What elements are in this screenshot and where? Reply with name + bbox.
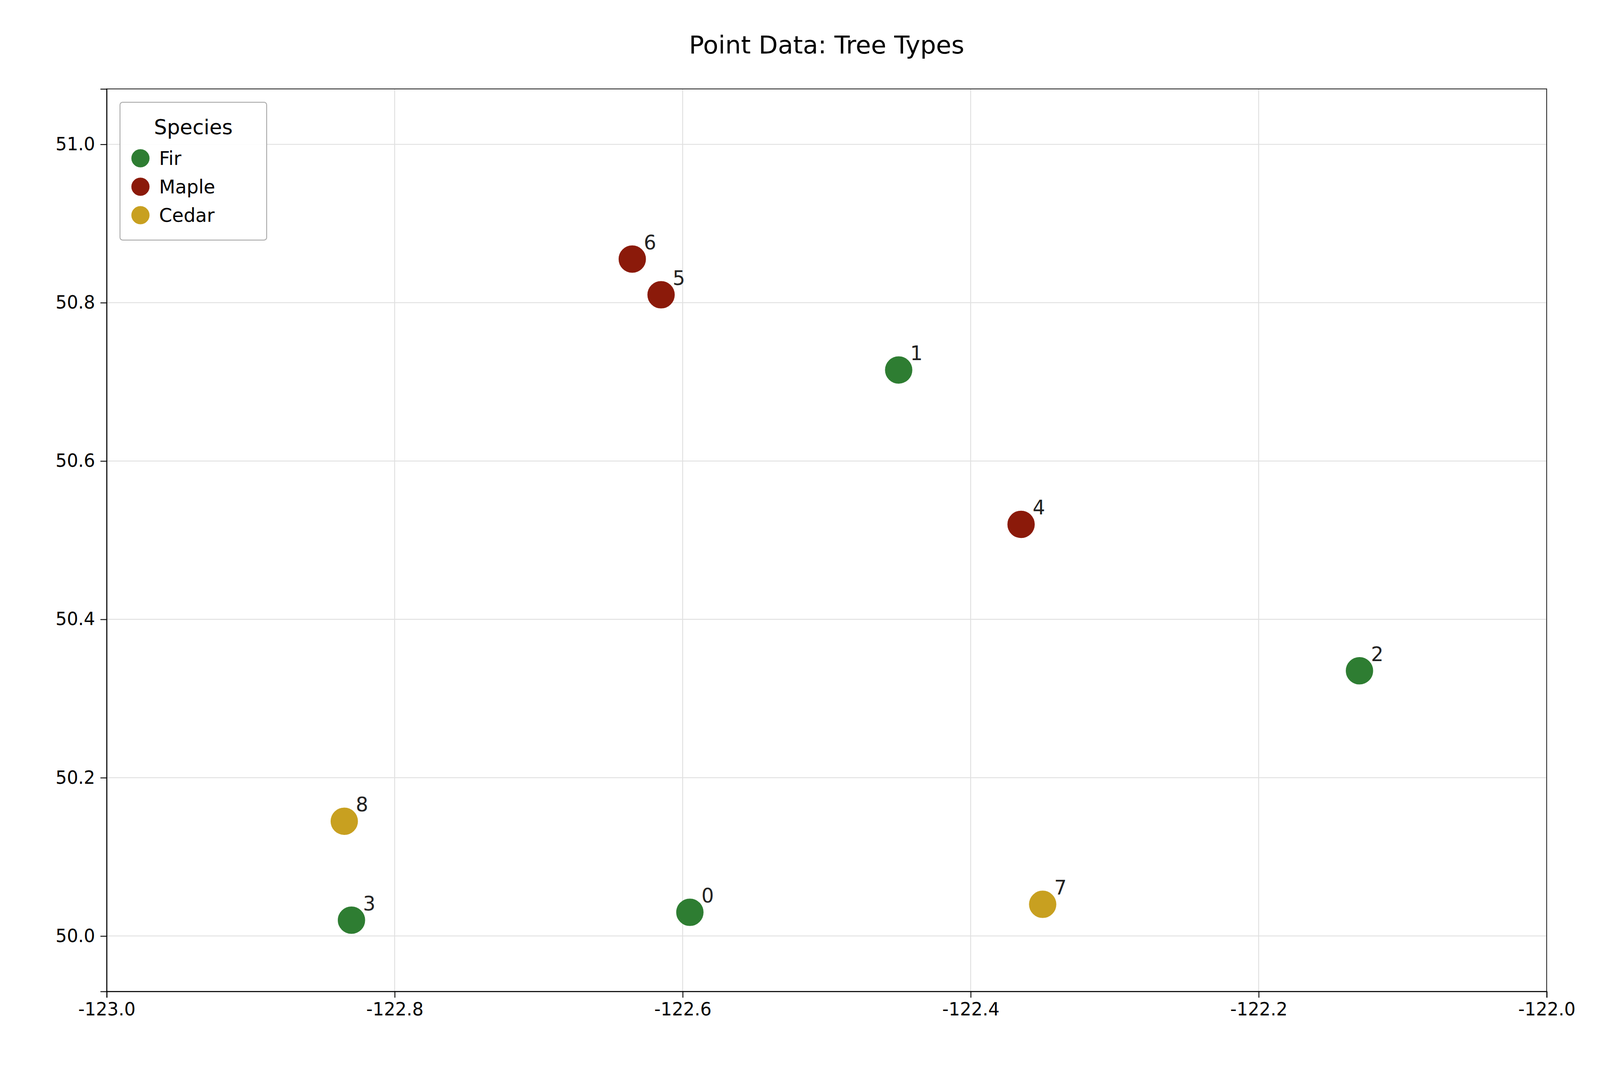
tick-label: -123.0 [78, 998, 136, 1020]
grid [106, 88, 1547, 992]
tick-mark [394, 991, 396, 998]
tick-mark [100, 935, 107, 937]
tick-label: -122.2 [1230, 998, 1288, 1020]
tick-label: -122.6 [654, 998, 712, 1020]
marks [331, 245, 1373, 934]
y-axis: 50.0 50.2 50.4 50.6 50.8 51.0 [55, 89, 108, 992]
tick: -122.0 [1518, 991, 1576, 1020]
tick-mark [682, 991, 684, 998]
tick-mark [106, 991, 108, 998]
tick-label: -122.4 [942, 998, 1000, 1020]
point-label: 4 [1032, 496, 1045, 519]
grid-line-y [106, 144, 1547, 145]
grid-line-y [106, 776, 1547, 778]
legend-title: Species [153, 115, 233, 140]
tick-label: 51.0 [55, 133, 96, 155]
tick: 50.8 [55, 292, 107, 313]
grid-line-y [106, 618, 1547, 620]
point [676, 898, 704, 926]
point-label: 3 [363, 892, 376, 915]
tick: -122.2 [1230, 991, 1288, 1020]
plot-root: -123.0 -122.8 -122.6 -122.4 -122.2 -122.0 50.0… [55, 88, 1576, 1020]
tick: 50.6 [55, 450, 107, 471]
x-axis: -123.0 -122.8 -122.6 -122.4 -122.2 -122.0 [78, 991, 1576, 1020]
tick-mark [1546, 991, 1548, 998]
legend-swatch [131, 149, 150, 168]
tick: 50.0 [55, 925, 107, 946]
point [619, 245, 646, 273]
point [1007, 510, 1035, 538]
grid-line-x [970, 88, 972, 992]
tick-mark [100, 144, 107, 145]
point-labels: 0 1 2 3 4 56 7 8 [356, 231, 1384, 915]
plot-frame [106, 88, 1547, 992]
tick-mark [100, 777, 107, 779]
legend-item: Fir [131, 147, 182, 170]
point [885, 356, 912, 384]
tick: 50.4 [55, 608, 107, 629]
point-label: 1 [910, 341, 923, 365]
point-label: 2 [1371, 642, 1384, 666]
tick: -122.4 [942, 991, 1000, 1020]
legend-swatch [131, 177, 150, 196]
legend-item: Maple [131, 176, 216, 198]
axis-line [107, 991, 1548, 998]
grid-line-y [106, 302, 1547, 304]
point [338, 906, 365, 934]
tick-label: -122.0 [1518, 998, 1576, 1020]
legend: Species Fir Maple Cedar [120, 102, 267, 240]
point [331, 807, 358, 835]
series [338, 356, 1373, 934]
grid-line-x [1258, 88, 1260, 992]
tick: -122.8 [366, 991, 424, 1020]
tick-mark [100, 460, 107, 462]
tick-mark [970, 991, 972, 998]
axis-line [100, 89, 108, 992]
grid-line-y [106, 460, 1547, 462]
tick-mark [100, 619, 107, 620]
tick: -123.0 [78, 991, 136, 1020]
tick: 50.2 [55, 767, 107, 788]
tick-label: 50.4 [55, 608, 96, 629]
tick: -122.6 [654, 991, 712, 1020]
legend-box [120, 102, 267, 240]
tick-label: 50.0 [55, 925, 96, 946]
series [331, 807, 1056, 918]
tick-mark [1258, 991, 1260, 998]
legend-label: Cedar [159, 204, 216, 227]
legend-item: Cedar [131, 204, 216, 227]
point-label: 7 [1054, 876, 1067, 899]
point-label: 8 [356, 792, 369, 816]
legend-label: Maple [159, 176, 216, 198]
point-label: 5 [672, 266, 685, 290]
point-label: 6 [644, 231, 657, 254]
tick-label: 50.8 [55, 292, 96, 313]
grid-line-x [682, 88, 684, 992]
point [647, 281, 675, 308]
tick-label: 50.2 [55, 767, 96, 788]
chart-svg: -123.0 -122.8 -122.6 -122.4 -122.2 -122.0 50.0… [0, 0, 1600, 1067]
grid-line-x [394, 88, 396, 992]
tick-label: -122.8 [366, 998, 424, 1020]
point-label: 0 [701, 884, 714, 907]
tick-mark [100, 302, 107, 304]
grid-line-y [106, 935, 1547, 936]
tick-label: 50.6 [55, 450, 96, 471]
tick: 51.0 [55, 133, 107, 155]
point [1029, 890, 1056, 918]
chart-title: Point Data: Tree Types [688, 30, 965, 60]
legend-swatch [131, 206, 150, 224]
legend-label: Fir [159, 147, 182, 170]
series [619, 245, 1035, 538]
point [1346, 657, 1373, 684]
chart-container: -123.0 -122.8 -122.6 -122.4 -122.2 -122.0 50.0… [0, 0, 1600, 1067]
